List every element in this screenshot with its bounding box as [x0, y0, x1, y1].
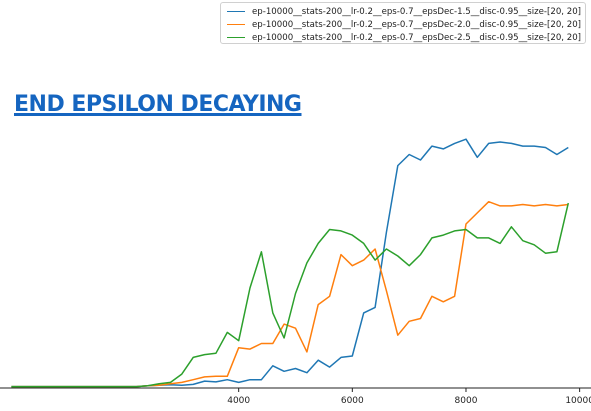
legend-label-1: ep-10000__stats-200__lr-0.2__eps-0.7__ep…	[252, 6, 582, 17]
series-line-2	[11, 200, 569, 388]
legend: ep-10000__stats-200__lr-0.2__eps-0.7__ep…	[220, 2, 586, 44]
legend-entry-1: ep-10000__stats-200__lr-0.2__eps-0.7__ep…	[227, 5, 581, 18]
x-axis: 4000 6000 8000 10000	[0, 387, 591, 406]
legend-swatch-1	[227, 11, 245, 12]
x-tick-label-6000: 6000	[341, 396, 364, 406]
x-tick-label-4000: 4000	[227, 396, 250, 406]
x-tick-label-8000: 8000	[455, 396, 478, 406]
x-tick-label-10000: 10000	[565, 396, 591, 406]
series-line-3	[11, 202, 570, 388]
legend-entry-3: ep-10000__stats-200__lr-0.2__eps-0.7__ep…	[227, 31, 581, 44]
legend-label-3: ep-10000__stats-200__lr-0.2__eps-0.7__ep…	[252, 32, 582, 43]
legend-label-2: ep-10000__stats-200__lr-0.2__eps-0.7__ep…	[252, 19, 582, 30]
series-line-1	[11, 138, 569, 388]
legend-entry-2: ep-10000__stats-200__lr-0.2__eps-0.7__ep…	[227, 18, 581, 31]
legend-swatch-2	[227, 24, 245, 25]
legend-swatch-3	[227, 37, 245, 38]
page-heading: END EPSILON DECAYING	[14, 92, 302, 117]
plot-area	[11, 138, 570, 388]
